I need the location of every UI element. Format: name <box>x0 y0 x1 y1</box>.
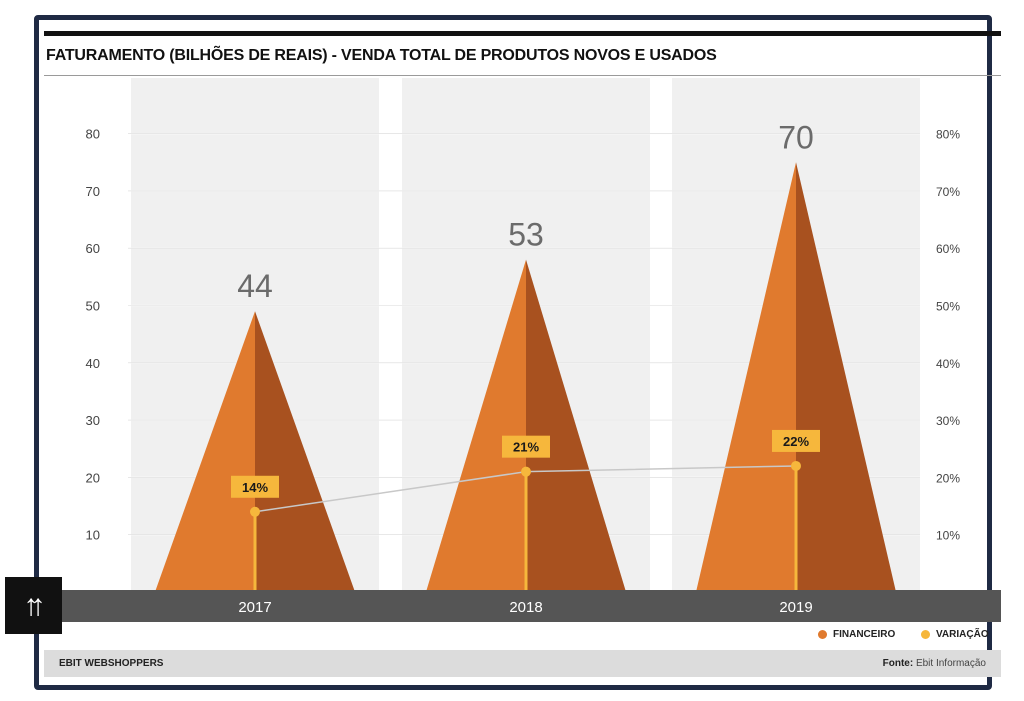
footer-brand: EBIT WEBSHOPPERS <box>59 658 164 669</box>
title-bar-rule <box>44 31 1001 36</box>
y-right-tick-label: 10% <box>936 529 960 543</box>
footer-source: Fonte: Ebit Informação <box>883 658 986 669</box>
x-tick-label-2018: 2018 <box>509 599 542 616</box>
variacao-badge-2017 <box>231 475 279 498</box>
bar-left-face <box>426 259 526 592</box>
legend-financeiro-dot <box>818 630 827 639</box>
legend-item-financeiro: FINANCEIRO <box>818 629 895 640</box>
y-left-tick-label: 10 <box>86 528 100 543</box>
y-left-tick-label: 40 <box>86 356 100 371</box>
y-right-tick-label: 40% <box>936 357 960 371</box>
y-left-tick-label: 80 <box>86 127 100 142</box>
y-right-tick-label: 60% <box>936 242 960 256</box>
bar-right-face <box>255 311 355 592</box>
y-right-tick-label: 20% <box>936 471 960 485</box>
chart-title: FATURAMENTO (BILHÕES DE REAIS) - VENDA T… <box>46 47 717 64</box>
variacao-label-2017: 14% <box>242 480 268 495</box>
footer-source-label: Fonte: <box>882 658 914 669</box>
title-divider <box>44 75 1001 76</box>
bar-right-face <box>526 259 626 592</box>
x-tick-label-2019: 2019 <box>779 599 812 616</box>
legend-variacao-dot <box>921 630 930 639</box>
variacao-label-2019: 22% <box>783 434 809 449</box>
variacao-point-2019 <box>791 460 801 471</box>
value-label-2018: 53 <box>508 217 544 253</box>
bar-financeiro-2018 <box>426 259 626 592</box>
footer-source-value: Ebit Informação <box>915 658 986 669</box>
bar-financeiro-2019 <box>696 162 896 592</box>
variacao-label-2018: 21% <box>513 440 539 455</box>
bar-financeiro-2017 <box>155 311 355 592</box>
y-left-tick-label: 20 <box>86 470 100 485</box>
y-left-tick-label: 60 <box>86 241 100 256</box>
y-right-tick-label: 70% <box>936 185 960 199</box>
variacao-point-2017 <box>250 506 260 517</box>
legend-financeiro-label: FINANCEIRO <box>833 629 896 640</box>
bar-right-face <box>796 162 896 592</box>
bar-left-face <box>696 162 796 592</box>
x-tick-label-2017: 2017 <box>238 599 271 616</box>
variacao-badge-2018 <box>502 435 550 458</box>
y-left-tick-label: 30 <box>86 413 100 428</box>
y-right-tick-label: 30% <box>936 414 960 428</box>
y-right-tick-label: 80% <box>936 128 960 142</box>
variacao-point-2018 <box>521 466 531 477</box>
legend-item-variacao: VARIAÇÃO <box>921 629 989 640</box>
double-up-arrow-icon: ↑↑ <box>23 588 46 622</box>
scroll-top-button[interactable]: ↑↑ <box>5 577 62 634</box>
y-left-tick-label: 50 <box>86 299 100 314</box>
footer-bar: EBIT WEBSHOPPERS Fonte: Ebit Informação <box>44 650 1001 677</box>
value-label-2017: 44 <box>237 268 273 304</box>
y-right-tick-label: 50% <box>936 300 960 314</box>
bar-left-face <box>155 311 255 592</box>
x-axis-band <box>44 590 1001 622</box>
y-left-tick-label: 70 <box>86 184 100 199</box>
variacao-badge-2019 <box>772 429 820 452</box>
value-label-2019: 70 <box>778 119 814 155</box>
legend-variacao-label: VARIAÇÃO <box>936 629 989 640</box>
